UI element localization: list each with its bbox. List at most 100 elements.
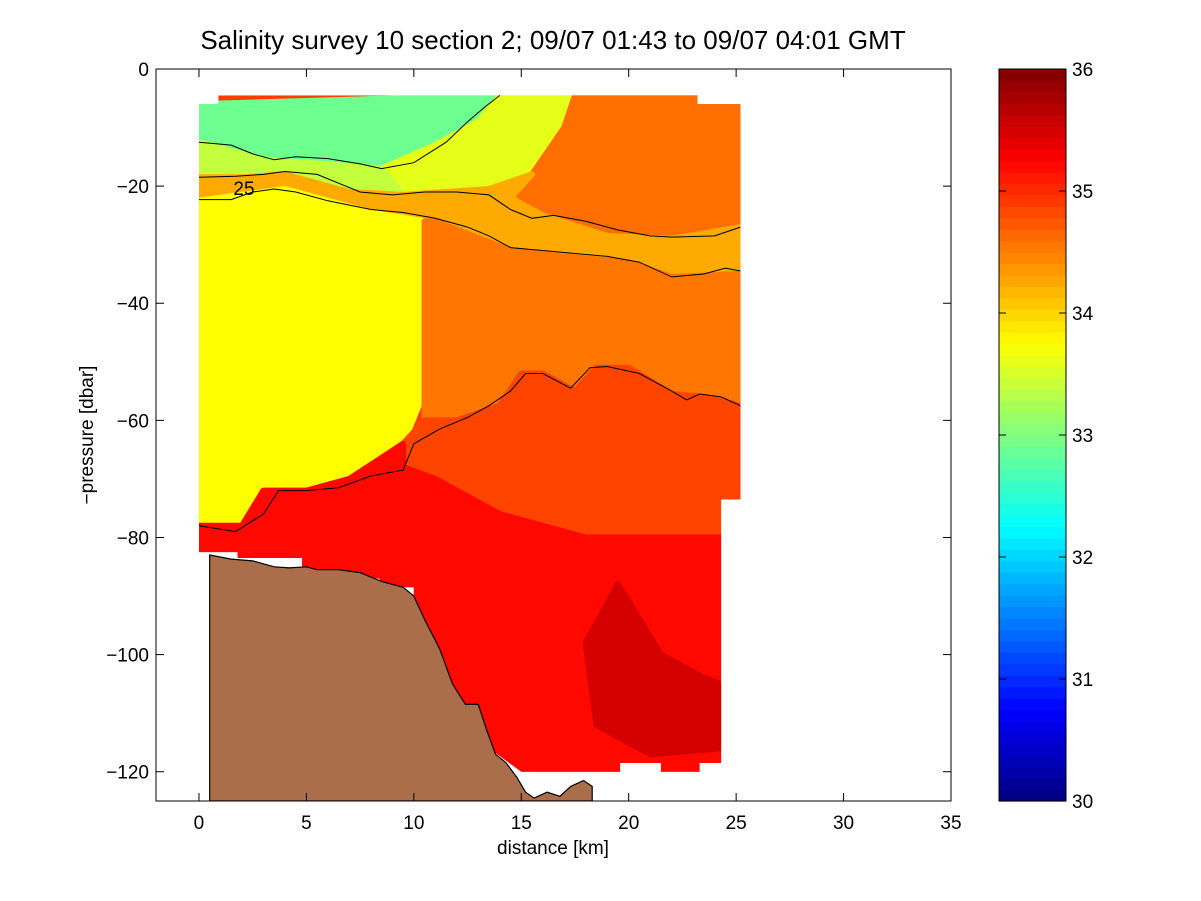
colorbar-band-27 <box>999 480 1066 493</box>
colorbar-tick-label-0: 30 <box>1072 792 1093 813</box>
contour-line-2 <box>199 188 741 278</box>
colorbar-band-50 <box>999 217 1066 230</box>
colorbar-band-3 <box>999 755 1066 768</box>
plot-area <box>156 69 951 801</box>
colorbar-band-25 <box>999 503 1066 516</box>
colorbar-band-47 <box>999 252 1066 265</box>
colorbar-band-24 <box>999 515 1066 528</box>
colorbar-band-63 <box>999 69 1066 82</box>
colorbar-band-15 <box>999 618 1066 631</box>
colorbar: 30 31 32 33 34 35 36 <box>998 60 1094 813</box>
x-axis-label: distance [km] <box>497 838 609 859</box>
colorbar-band-52 <box>999 194 1066 207</box>
colorbar-band-12 <box>999 652 1066 665</box>
colorbar-band-42 <box>999 309 1066 322</box>
colorbar-band-9 <box>999 686 1066 699</box>
contour-label-0: 25 <box>233 179 254 200</box>
colorbar-band-48 <box>999 240 1066 253</box>
colorbar-band-32 <box>999 423 1066 436</box>
colorbar-band-22 <box>999 537 1066 550</box>
y-tick-label-0: 0 <box>138 60 149 81</box>
colorbar-band-1 <box>999 778 1066 791</box>
colorbar-band-5 <box>999 732 1066 745</box>
x-axis: 0 5 10 15 20 25 30 35 <box>194 69 962 834</box>
colorbar-band-10 <box>999 675 1066 688</box>
colorbar-band-31 <box>999 435 1066 448</box>
y-tick-label-5: −100 <box>106 646 149 667</box>
x-tick-label-3: 15 <box>511 813 532 834</box>
chart-title: Salinity survey 10 section 2; 09/07 01:4… <box>200 25 905 55</box>
y-tick-label-2: −40 <box>117 294 149 315</box>
colorbar-band-57 <box>999 137 1066 150</box>
contour-lines <box>198 95 741 533</box>
colorbar-band-55 <box>999 160 1066 173</box>
colorbar-band-4 <box>999 743 1066 756</box>
salinity-region-9 <box>582 581 725 758</box>
colorbar-band-16 <box>999 606 1066 619</box>
y-tick-label-3: −60 <box>117 411 149 432</box>
colorbar-band-51 <box>999 206 1066 219</box>
colorbar-band-40 <box>999 332 1066 345</box>
colorbar-band-2 <box>999 766 1066 779</box>
colorbar-band-49 <box>999 229 1066 242</box>
x-tick-label-5: 25 <box>726 813 747 834</box>
colorbar-bands <box>999 69 1066 802</box>
seabed <box>209 554 593 801</box>
colorbar-band-41 <box>999 320 1066 333</box>
colorbar-band-14 <box>999 629 1066 642</box>
colorbar-band-43 <box>999 297 1066 310</box>
colorbar-band-18 <box>999 583 1066 596</box>
colorbar-band-45 <box>999 274 1066 287</box>
colorbar-tick-label-2: 32 <box>1072 548 1093 569</box>
colorbar-tick-label-6: 36 <box>1072 60 1093 81</box>
colorbar-band-53 <box>999 183 1066 196</box>
colorbar-band-11 <box>999 663 1066 676</box>
colorbar-band-8 <box>999 698 1066 711</box>
colorbar-band-54 <box>999 171 1066 184</box>
contour-line-1 <box>198 170 741 238</box>
colorbar-band-59 <box>999 114 1066 127</box>
colorbar-band-19 <box>999 572 1066 585</box>
colorbar-band-36 <box>999 377 1066 390</box>
contour-labels: 25 <box>233 179 254 200</box>
x-tick-label-1: 5 <box>301 813 312 834</box>
colorbar-band-60 <box>999 103 1066 116</box>
y-axis: 0 −20 −40 −60 −80 −100 −120 <box>106 60 951 784</box>
colorbar-band-6 <box>999 720 1066 733</box>
y-tick-label-1: −20 <box>117 177 149 198</box>
colorbar-band-56 <box>999 149 1066 162</box>
colorbar-band-21 <box>999 549 1066 562</box>
colorbar-tick-label-3: 33 <box>1072 426 1093 447</box>
colorbar-ticks: 30 31 32 33 34 35 36 <box>999 60 1094 813</box>
colorbar-band-46 <box>999 263 1066 276</box>
colorbar-band-62 <box>999 80 1066 93</box>
x-tick-label-2: 10 <box>403 813 424 834</box>
colorbar-band-13 <box>999 640 1066 653</box>
colorbar-band-17 <box>999 595 1066 608</box>
colorbar-band-39 <box>999 343 1066 356</box>
x-tick-label-7: 35 <box>940 813 961 834</box>
y-tick-label-6: −120 <box>106 763 149 784</box>
colorbar-tick-label-1: 31 <box>1072 670 1093 691</box>
colorbar-band-38 <box>999 354 1066 367</box>
colorbar-tick-label-4: 34 <box>1072 304 1094 325</box>
colorbar-band-30 <box>999 446 1066 459</box>
colorbar-band-61 <box>999 91 1066 104</box>
colorbar-band-34 <box>999 400 1066 413</box>
colorbar-band-58 <box>999 126 1066 139</box>
colorbar-band-26 <box>999 492 1066 505</box>
x-tick-label-0: 0 <box>194 813 205 834</box>
y-tick-label-4: −80 <box>117 528 149 549</box>
colorbar-band-0 <box>999 789 1066 802</box>
x-tick-label-4: 20 <box>618 813 639 834</box>
colorbar-tick-label-5: 35 <box>1072 182 1093 203</box>
colorbar-band-23 <box>999 526 1066 539</box>
x-tick-label-6: 30 <box>833 813 854 834</box>
colorbar-band-35 <box>999 389 1066 402</box>
axes-box <box>155 68 952 802</box>
colorbar-band-29 <box>999 457 1066 470</box>
y-axis-label: −pressure [dbar] <box>77 366 98 505</box>
colorbar-band-37 <box>999 366 1066 379</box>
salinity-field <box>199 95 741 772</box>
